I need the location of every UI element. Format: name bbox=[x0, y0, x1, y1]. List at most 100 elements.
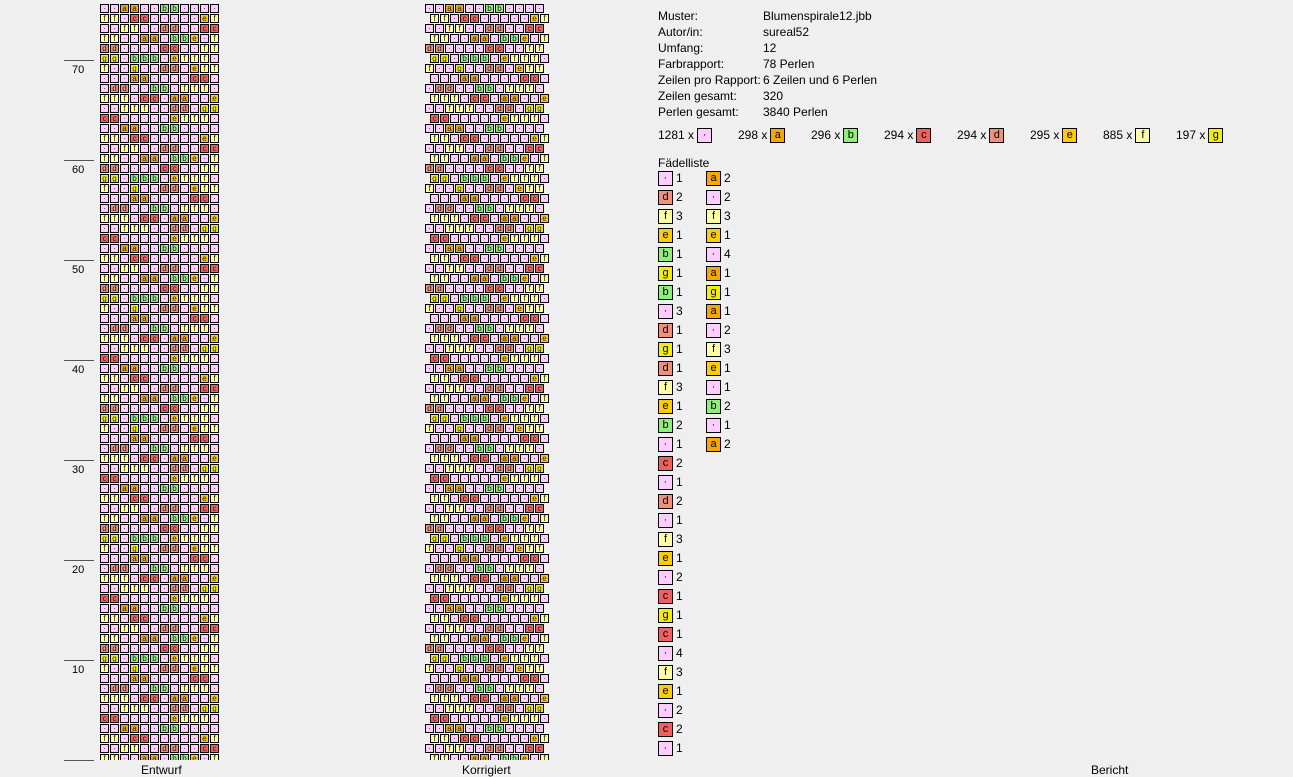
bead[interactable]: f bbox=[430, 14, 439, 23]
bead[interactable]: · bbox=[120, 424, 129, 433]
bead[interactable]: e bbox=[515, 664, 524, 673]
bead[interactable]: g bbox=[210, 344, 219, 353]
bead[interactable]: b bbox=[130, 174, 139, 183]
bead[interactable]: e bbox=[210, 574, 219, 583]
bead[interactable]: · bbox=[540, 314, 549, 323]
bead[interactable]: c bbox=[170, 284, 179, 293]
bead[interactable]: b bbox=[150, 684, 159, 693]
bead[interactable]: f bbox=[535, 524, 544, 533]
bead[interactable]: · bbox=[475, 184, 484, 193]
bead[interactable]: f bbox=[440, 254, 449, 263]
bead[interactable]: e bbox=[500, 654, 509, 663]
bead[interactable]: · bbox=[505, 744, 514, 753]
bead[interactable]: f bbox=[100, 664, 109, 673]
bead[interactable]: a bbox=[140, 154, 149, 163]
bead[interactable]: · bbox=[460, 754, 469, 760]
bead[interactable]: · bbox=[170, 614, 179, 623]
bead[interactable]: c bbox=[530, 74, 539, 83]
bead[interactable]: f bbox=[430, 754, 439, 760]
bead[interactable]: b bbox=[480, 534, 489, 543]
bead[interactable]: f bbox=[130, 264, 139, 273]
bead[interactable]: b bbox=[485, 564, 494, 573]
bead[interactable]: d bbox=[170, 544, 179, 553]
bead[interactable]: e bbox=[500, 234, 509, 243]
bead[interactable]: · bbox=[450, 654, 459, 663]
bead[interactable]: · bbox=[435, 544, 444, 553]
bead[interactable]: · bbox=[445, 544, 454, 553]
bead[interactable]: c bbox=[440, 474, 449, 483]
bead[interactable]: a bbox=[130, 244, 139, 253]
bead[interactable]: · bbox=[510, 374, 519, 383]
bead[interactable]: f bbox=[180, 534, 189, 543]
bead[interactable]: a bbox=[470, 314, 479, 323]
bead[interactable]: a bbox=[510, 94, 519, 103]
bead[interactable]: f bbox=[210, 754, 219, 760]
bead[interactable]: f bbox=[465, 704, 474, 713]
bead[interactable]: · bbox=[150, 114, 159, 123]
bead[interactable]: a bbox=[130, 124, 139, 133]
bead[interactable]: · bbox=[465, 484, 474, 493]
bead[interactable]: · bbox=[490, 34, 499, 43]
bead[interactable]: · bbox=[495, 204, 504, 213]
bead[interactable]: b bbox=[475, 444, 484, 453]
bead[interactable]: d bbox=[160, 64, 169, 73]
bead[interactable]: e bbox=[520, 154, 529, 163]
bead[interactable]: c bbox=[200, 554, 209, 563]
bead[interactable]: g bbox=[430, 654, 439, 663]
bead[interactable]: f bbox=[120, 704, 129, 713]
bead[interactable]: · bbox=[100, 84, 109, 93]
bead[interactable]: · bbox=[440, 554, 449, 563]
bead[interactable]: · bbox=[130, 524, 139, 533]
bead[interactable]: · bbox=[455, 84, 464, 93]
bead[interactable]: e bbox=[530, 374, 539, 383]
bead[interactable]: · bbox=[170, 564, 179, 573]
bead[interactable]: d bbox=[180, 584, 189, 593]
bead[interactable]: f bbox=[455, 624, 464, 633]
bead[interactable]: · bbox=[170, 444, 179, 453]
bead[interactable]: · bbox=[435, 224, 444, 233]
bead[interactable]: · bbox=[465, 4, 474, 13]
bead[interactable]: · bbox=[120, 44, 129, 53]
bead[interactable]: b bbox=[510, 754, 519, 760]
bead[interactable]: f bbox=[100, 274, 109, 283]
bead[interactable]: d bbox=[485, 424, 494, 433]
bead[interactable]: f bbox=[440, 634, 449, 643]
bead[interactable]: · bbox=[460, 274, 469, 283]
bead[interactable]: g bbox=[455, 544, 464, 553]
bead[interactable]: f bbox=[100, 754, 109, 760]
bead[interactable]: a bbox=[170, 94, 179, 103]
bead[interactable]: f bbox=[520, 114, 529, 123]
bead[interactable]: d bbox=[160, 504, 169, 513]
bead[interactable]: c bbox=[485, 404, 494, 413]
bead[interactable]: c bbox=[485, 164, 494, 173]
bead[interactable]: a bbox=[130, 724, 139, 733]
bead[interactable]: a bbox=[140, 754, 149, 760]
bead[interactable]: · bbox=[200, 604, 209, 613]
bead[interactable]: b bbox=[470, 414, 479, 423]
bead[interactable]: · bbox=[460, 154, 469, 163]
bead[interactable]: e bbox=[210, 94, 219, 103]
bead[interactable]: · bbox=[190, 4, 199, 13]
bead[interactable]: e bbox=[540, 574, 549, 583]
bead[interactable]: · bbox=[180, 544, 189, 553]
bead[interactable]: c bbox=[140, 694, 149, 703]
bead[interactable]: f bbox=[530, 594, 539, 603]
bead[interactable]: · bbox=[100, 504, 109, 513]
bead[interactable]: · bbox=[425, 84, 434, 93]
bead[interactable]: e bbox=[190, 34, 199, 43]
bead[interactable]: · bbox=[140, 404, 149, 413]
bead[interactable]: · bbox=[120, 114, 129, 123]
bead[interactable]: · bbox=[140, 204, 149, 213]
bead[interactable]: f bbox=[430, 274, 439, 283]
bead[interactable]: · bbox=[445, 184, 454, 193]
bead[interactable]: · bbox=[150, 24, 159, 33]
bead[interactable]: · bbox=[450, 374, 459, 383]
bead[interactable]: · bbox=[170, 324, 179, 333]
bead[interactable]: · bbox=[480, 134, 489, 143]
bead[interactable]: · bbox=[465, 424, 474, 433]
bead[interactable]: f bbox=[445, 704, 454, 713]
bead[interactable]: f bbox=[210, 44, 219, 53]
bead[interactable]: · bbox=[180, 724, 189, 733]
bead[interactable]: e bbox=[200, 374, 209, 383]
bead[interactable]: d bbox=[435, 644, 444, 653]
